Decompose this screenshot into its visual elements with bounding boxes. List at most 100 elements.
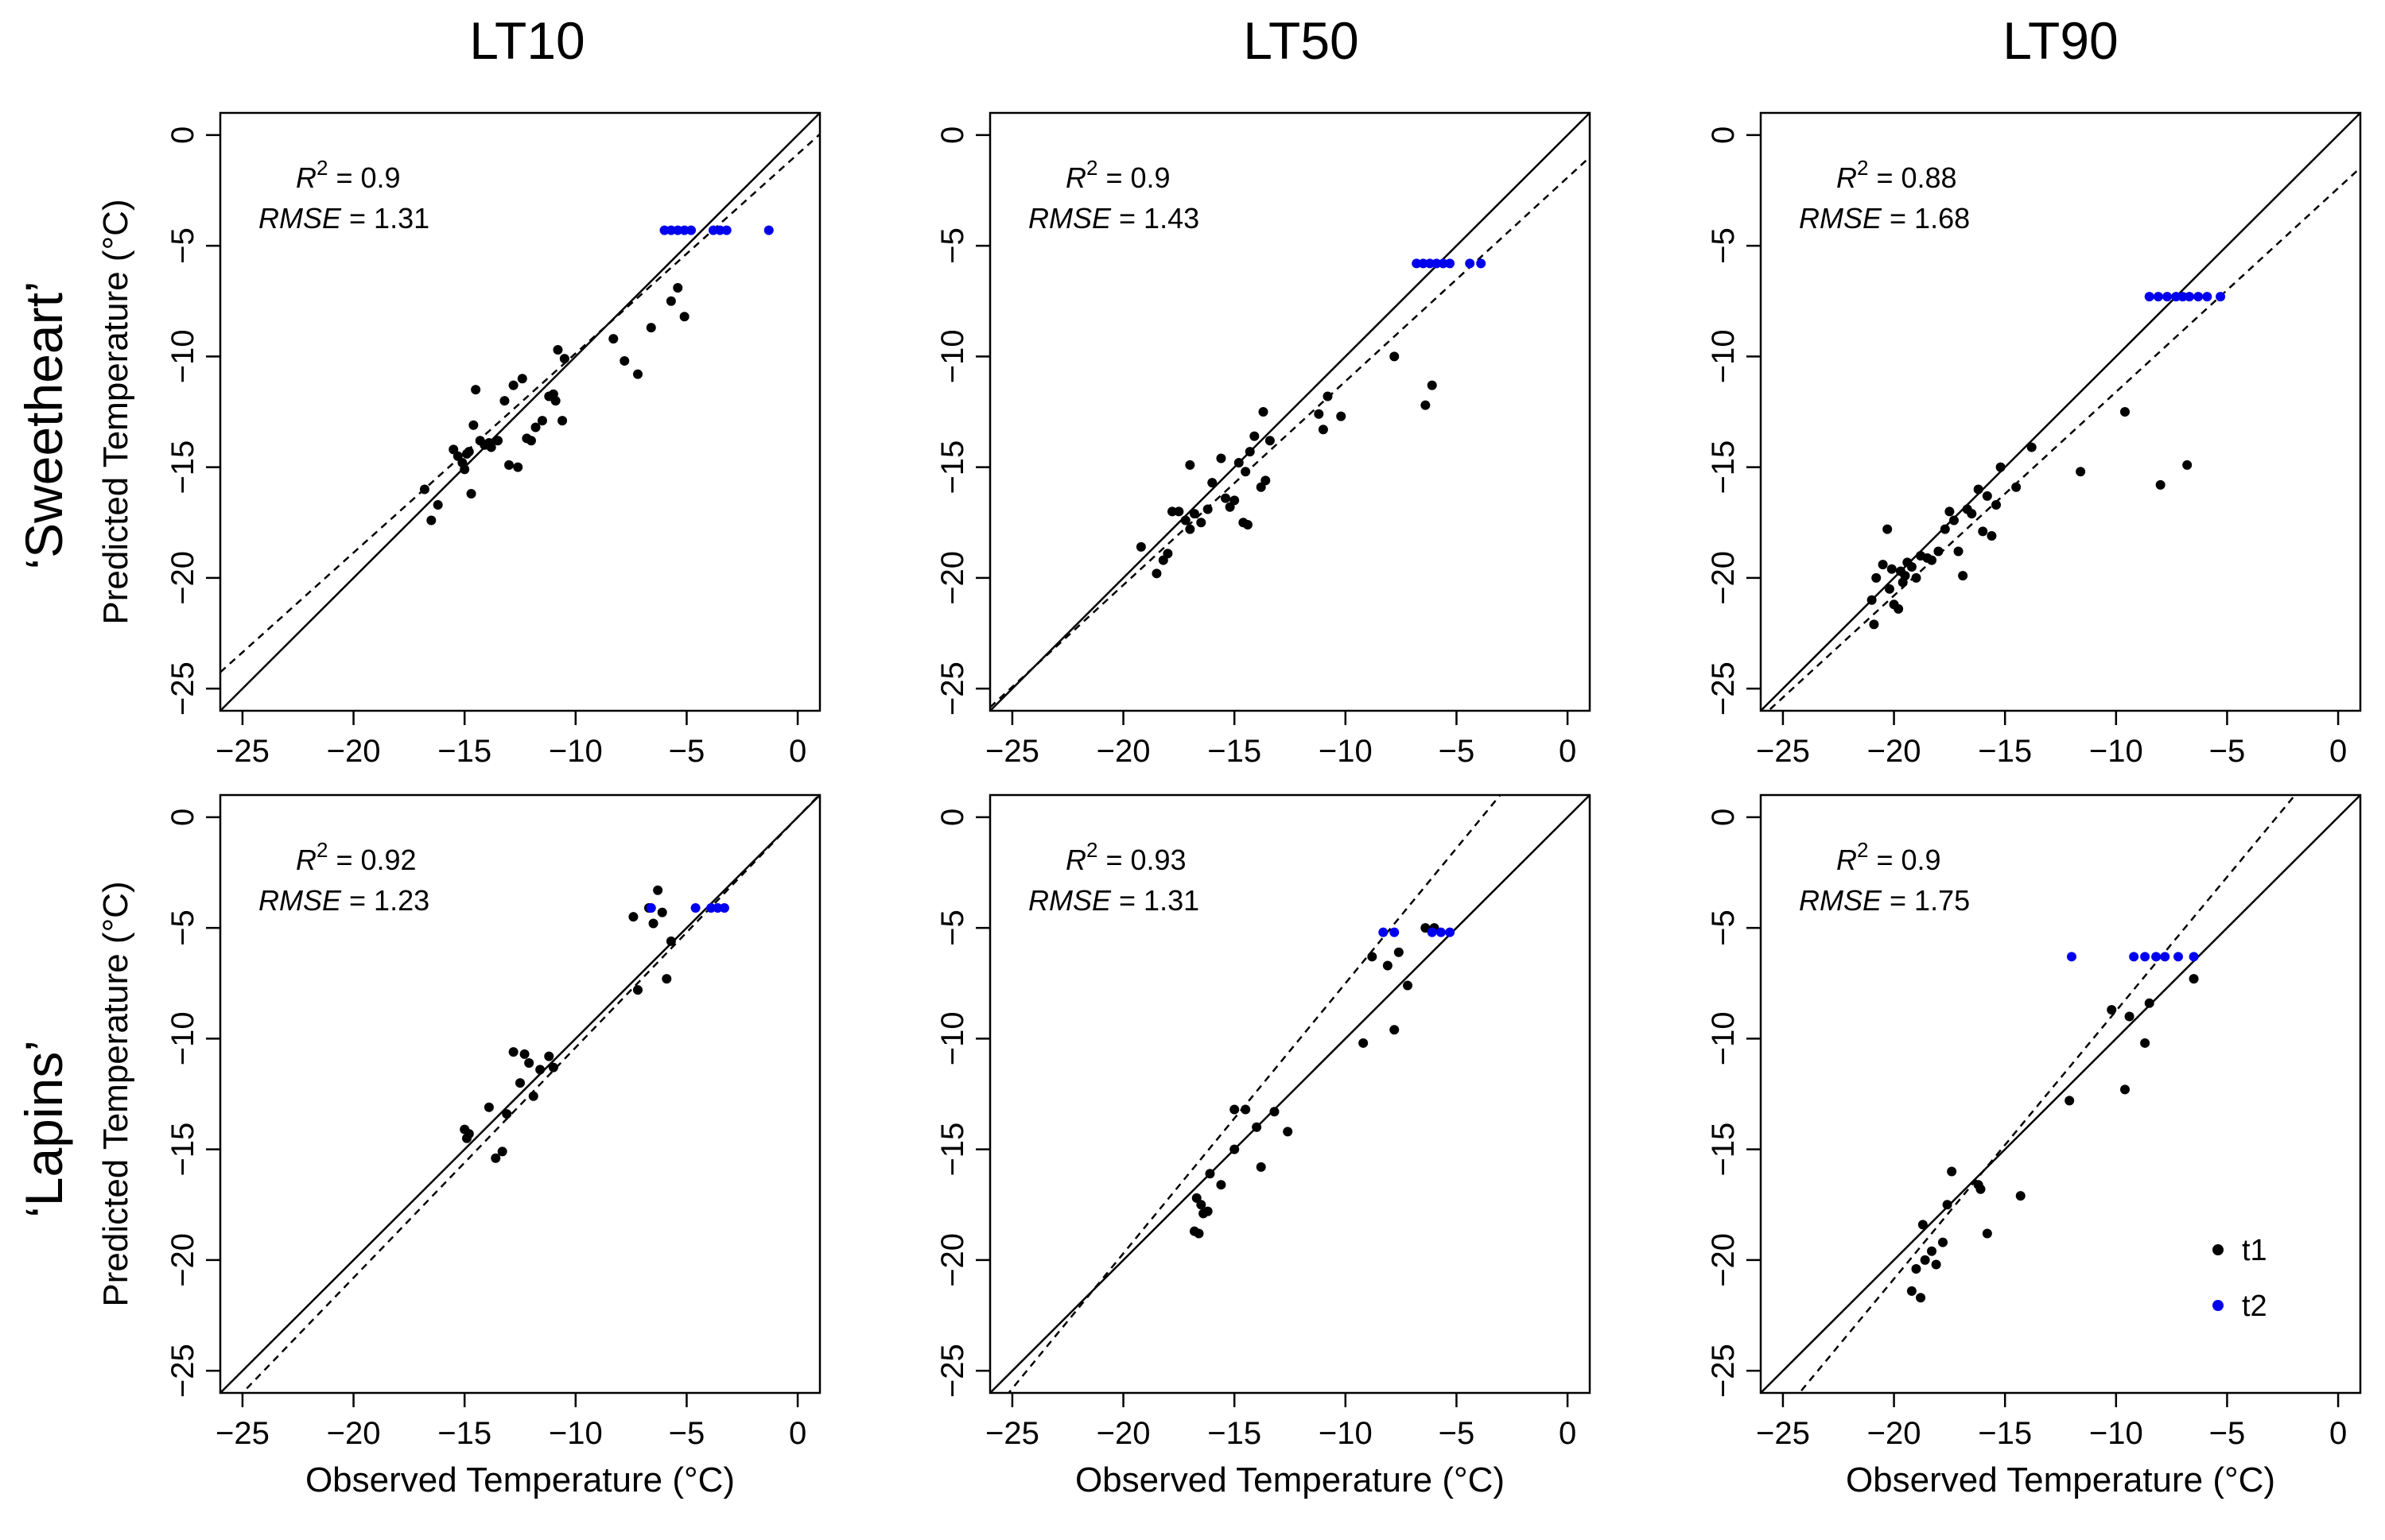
data-point-t1: [535, 1065, 546, 1075]
legend: t1 t2: [2212, 1234, 2267, 1323]
data-point-t1: [1221, 493, 1231, 503]
data-point-t1: [1323, 391, 1333, 401]
data-point-t1: [1336, 411, 1346, 421]
series-t1: [1189, 923, 1439, 1239]
data-point-t1: [620, 355, 630, 366]
data-point-t1: [1202, 504, 1213, 514]
data-point-t1: [1241, 467, 1251, 477]
data-point-t1: [1927, 555, 1937, 565]
data-point-t1: [648, 918, 658, 929]
y-tick-label: −25: [165, 661, 200, 716]
data-point-t1: [471, 385, 481, 395]
y-tick-label: −5: [165, 227, 200, 264]
r-squared-value: = 0.88: [1868, 161, 1956, 194]
data-point-t1: [653, 885, 663, 895]
r-squared-exponent: 2: [1086, 156, 1097, 180]
y-tick-label: −15: [165, 440, 200, 495]
data-point-t1: [1953, 546, 1964, 557]
data-point-t1: [1958, 571, 1968, 581]
data-point-t2: [2140, 952, 2150, 962]
scatter-panel-1-0: −25 −20 −15 −10 −5 0 −25 −20 −15 −10 −5 0 Predicted …: [96, 793, 822, 1499]
r-squared-exponent: 2: [1857, 156, 1868, 180]
data-point-t2: [706, 903, 717, 914]
data-point-t1: [1202, 1206, 1213, 1216]
y-tick-label: −5: [935, 910, 970, 946]
data-point-t2: [2153, 292, 2163, 302]
data-point-t1: [419, 484, 429, 495]
data-point-t1: [2119, 1084, 2130, 1095]
data-point-t1: [1152, 568, 1162, 579]
data-point-t2: [2177, 292, 2188, 302]
rmse-label: RMSE = 1.43: [1028, 202, 1199, 235]
data-point-t1: [1185, 524, 1195, 534]
x-axis-title: Observed Temperature (°C): [1846, 1460, 2275, 1499]
data-point-t1: [1933, 546, 1944, 557]
data-point-t1: [1871, 572, 1882, 583]
data-point-t1: [1991, 499, 2002, 510]
data-point-t1: [466, 489, 476, 499]
x-tick-label: −20: [1867, 1416, 1921, 1451]
x-tick-label: −15: [437, 1416, 491, 1451]
y-tick-label: −15: [1706, 440, 1741, 495]
data-point-t1: [1869, 619, 1879, 630]
series-t1: [1866, 407, 2193, 630]
data-point-t1: [2026, 442, 2037, 452]
x-tick-label: −20: [1097, 734, 1151, 769]
data-point-t1: [1241, 1104, 1251, 1115]
y-tick-label: −10: [935, 329, 970, 383]
data-point-t2: [2189, 952, 2199, 962]
data-point-t2: [2193, 292, 2204, 302]
identity-line: [990, 113, 1590, 711]
data-point-t1: [1884, 584, 1894, 594]
data-point-t2: [1378, 927, 1389, 937]
regression-fit-line: [1766, 167, 2360, 711]
legend-marker-t1: [2212, 1244, 2224, 1255]
x-tick-label: −25: [216, 734, 270, 769]
scatter-panel-0-1: −25 −20 −15 −10 −5 0 −25 −20 −15 −10 −5 0 R2 = 0.9 RM…: [935, 111, 1591, 769]
regression-fit-line: [990, 156, 1590, 708]
data-point-t1: [544, 1051, 554, 1061]
data-point-t1: [1978, 526, 1988, 537]
panel-lines: [1761, 113, 2360, 711]
rmse-symbol: RMSE: [1028, 202, 1112, 235]
data-point-t1: [1944, 506, 1955, 517]
x-tick-label: −20: [327, 1416, 381, 1451]
identity-line: [1761, 795, 2360, 1393]
data-point-t1: [2124, 1011, 2134, 1022]
y-tick-label: −15: [935, 440, 970, 495]
data-point-t1: [608, 334, 619, 344]
data-point-t2: [2202, 292, 2212, 302]
data-point-t1: [1382, 960, 1393, 971]
data-point-t1: [1427, 380, 1437, 390]
y-tick-label: 0: [935, 126, 970, 144]
y-tick-label: −10: [165, 1011, 200, 1065]
x-tick-label: −5: [2209, 1416, 2246, 1451]
data-point-t1: [662, 974, 672, 984]
r-squared-exponent: 2: [317, 838, 328, 862]
y-tick-label: −15: [1706, 1123, 1741, 1177]
data-point-t2: [1389, 927, 1400, 937]
data-point-t1: [2140, 1038, 2150, 1048]
r-squared-label: R2 = 0.9: [1836, 838, 1941, 876]
y-axis-title: Predicted Temperature (°C): [96, 881, 135, 1306]
scatter-panel-0-0: −25 −20 −15 −10 −5 0 −25 −20 −15 −10 −5 0 Predicted …: [96, 111, 822, 769]
y-tick-label: −25: [1706, 1344, 1741, 1398]
y-tick-label: −5: [165, 910, 200, 946]
x-tick-label: −10: [549, 734, 603, 769]
panel-lines: [220, 113, 820, 711]
series-t2: [1378, 927, 1455, 937]
data-point-t1: [513, 462, 523, 472]
data-point-t1: [1196, 518, 1206, 528]
identity-line: [1761, 113, 2360, 711]
data-point-t1: [1906, 1286, 1917, 1296]
x-tick-label: −5: [669, 734, 705, 769]
row-label-sweetheart: ‘Sweetheart’: [14, 281, 73, 569]
data-point-t1: [1229, 1104, 1240, 1115]
regression-fit-line: [1798, 795, 2297, 1393]
plot-frame: [1759, 111, 2362, 712]
rmse-label: RMSE = 1.31: [258, 202, 429, 235]
data-point-t2: [1445, 927, 1455, 937]
data-point-t1: [2076, 467, 2086, 477]
data-point-t2: [673, 225, 683, 235]
data-point-t1: [1927, 1246, 1937, 1256]
